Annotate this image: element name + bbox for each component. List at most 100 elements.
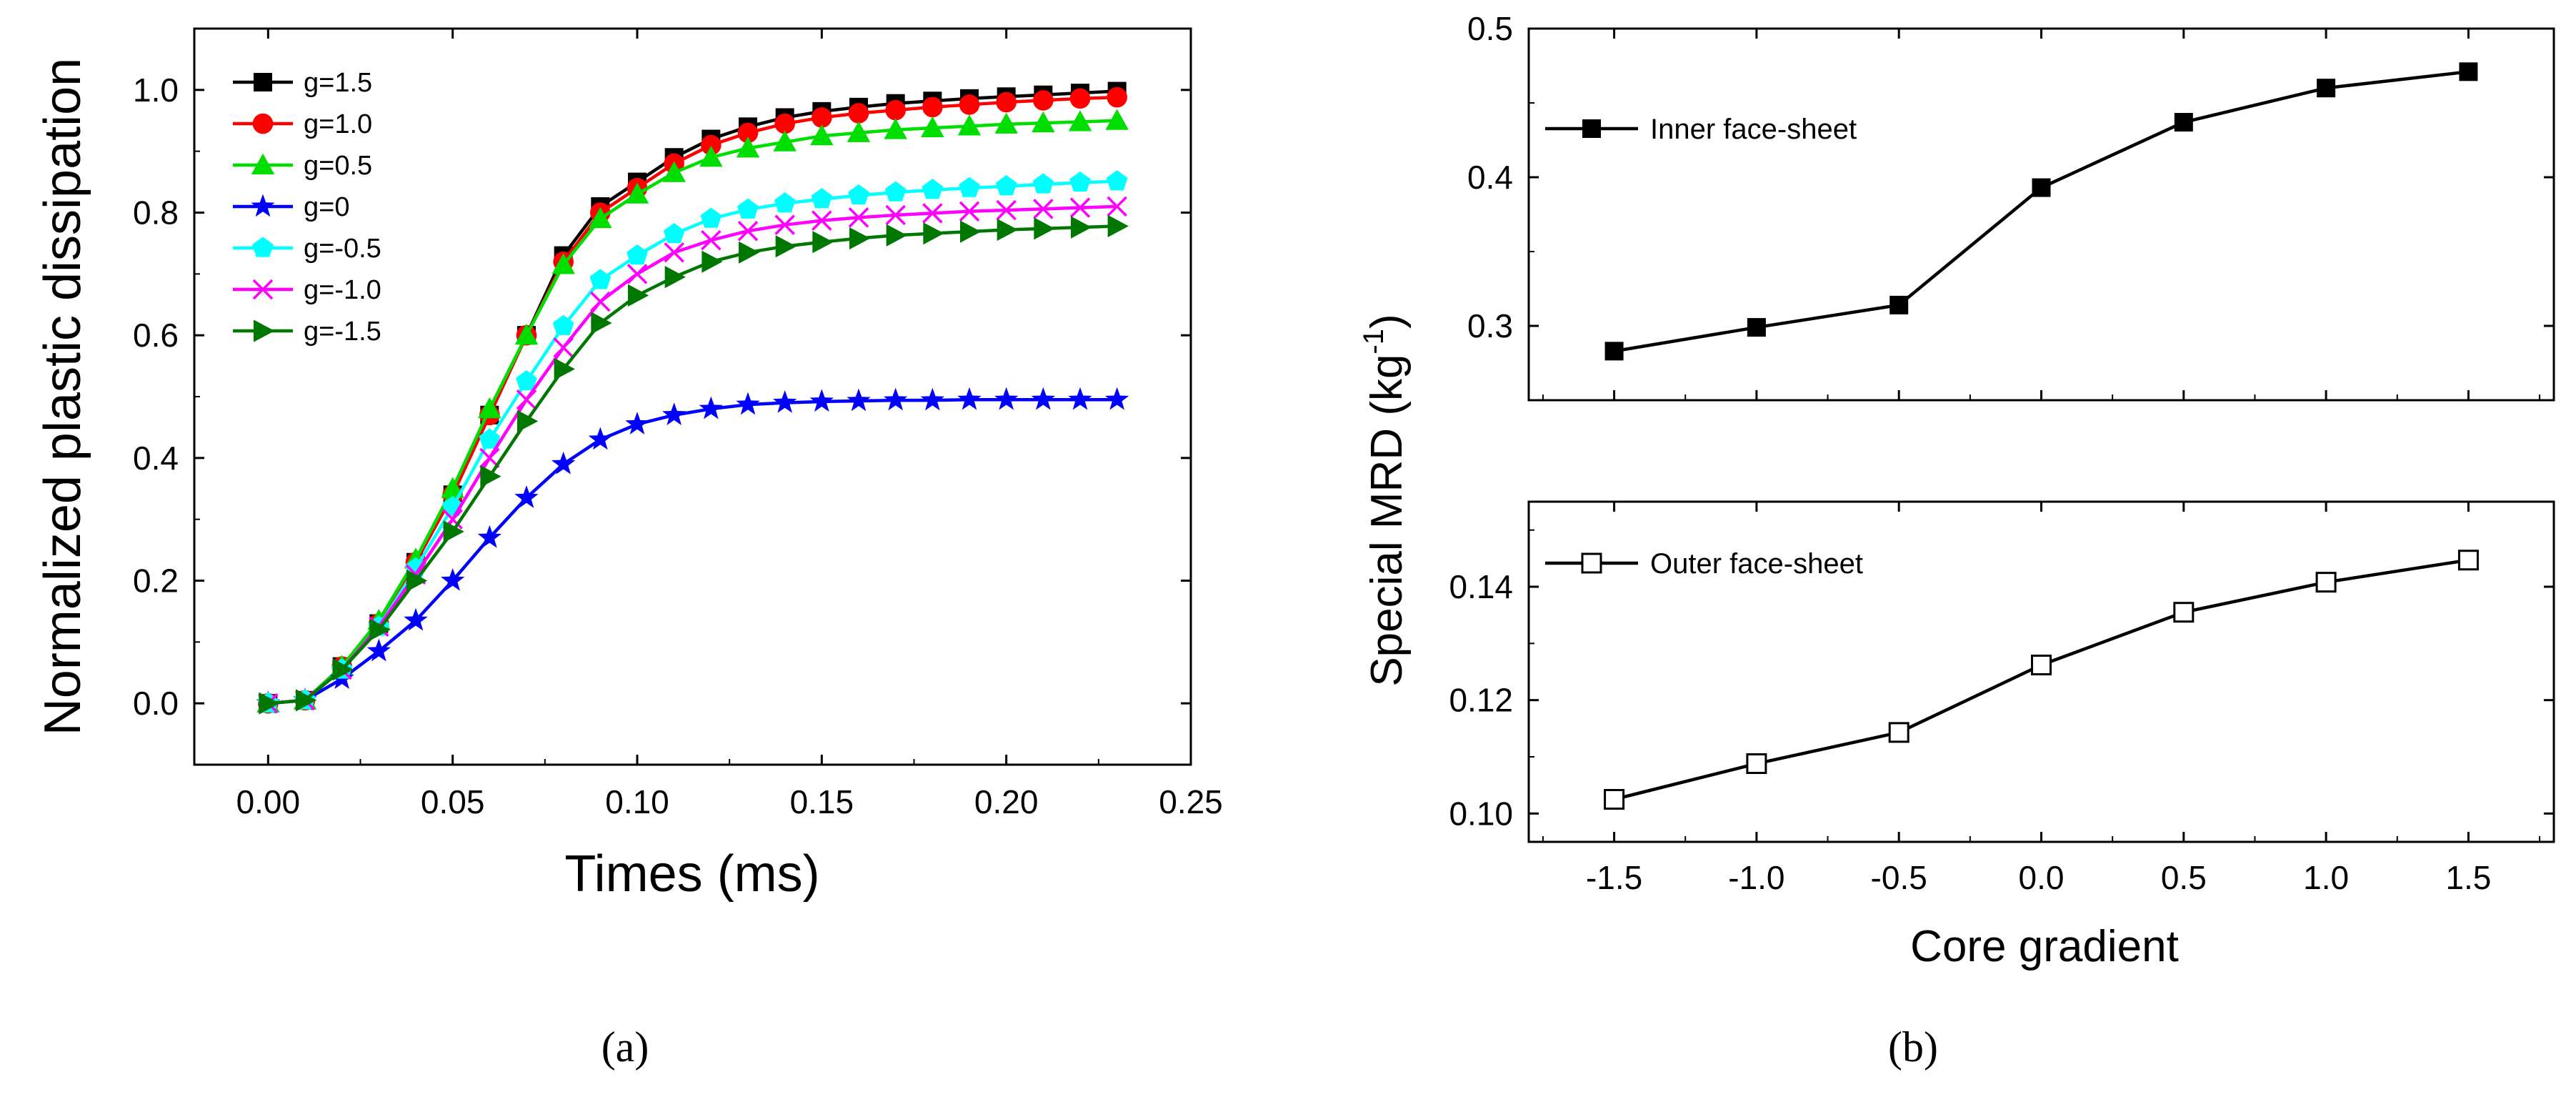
data-point-g-1-5 bbox=[517, 409, 539, 432]
data-point-g-0-5 bbox=[959, 177, 980, 197]
data-point-g-0 bbox=[994, 387, 1019, 410]
data-point-g-0 bbox=[920, 387, 945, 411]
legend-entry-g-1-0: g=-1.0 bbox=[233, 275, 381, 305]
data-point-g-1-0 bbox=[664, 242, 684, 263]
legend-marker bbox=[252, 113, 274, 134]
data-point-g-1-0 bbox=[1069, 197, 1091, 218]
data-point-g-1-5 bbox=[702, 250, 723, 273]
data-point-g-0-5 bbox=[1106, 170, 1128, 191]
data-point-g-1-0 bbox=[1107, 196, 1127, 217]
data-point-g-1-5 bbox=[1034, 217, 1055, 240]
panel-a-y-tick-label: 0.2 bbox=[133, 562, 179, 600]
legend-label: g=0.5 bbox=[304, 151, 372, 181]
data-point-g-1-5 bbox=[997, 218, 1018, 242]
legend-label: g=-0.5 bbox=[304, 234, 381, 264]
panel-a-y-axis-title: Normalized plastic dissipation bbox=[34, 58, 91, 735]
data-point-g-0-5 bbox=[811, 188, 833, 209]
data-point-g-0-5 bbox=[1105, 109, 1129, 130]
data-point-g-0-5 bbox=[1032, 173, 1054, 194]
panel-b-bottom-y-tick-label: 0.14 bbox=[1449, 568, 1513, 605]
data-point-g-1-5 bbox=[1071, 216, 1092, 239]
panel-b-top-plot-frame bbox=[1527, 27, 2555, 402]
data-point-g-1-5 bbox=[886, 224, 907, 247]
panel-a-y-tick-label: 1.0 bbox=[133, 71, 179, 109]
data-point-g-1-5 bbox=[259, 692, 280, 715]
panel-b-y-axis-title-superscript: -1 bbox=[1358, 329, 1389, 354]
panel-a-series-group bbox=[256, 81, 1129, 715]
data-point-g-0-5 bbox=[921, 116, 944, 138]
data-point-g-0 bbox=[440, 567, 465, 591]
data-point-g-1-0 bbox=[848, 103, 869, 124]
series-line-g-1-5 bbox=[268, 224, 1117, 705]
data-point-g-1-0 bbox=[774, 214, 795, 235]
data-point-outer-face-sheet bbox=[2315, 572, 2337, 593]
legend-label: g=0 bbox=[304, 192, 349, 222]
data-point-g-0 bbox=[588, 427, 613, 450]
data-point-inner-face-sheet bbox=[1747, 318, 1766, 337]
series-line-outer-face-sheet bbox=[1614, 558, 2469, 801]
data-point-outer-face-sheet bbox=[2031, 654, 2052, 675]
data-point-g-0-5 bbox=[516, 369, 537, 391]
panel-a-y-tick-label: 0.6 bbox=[133, 317, 179, 354]
data-point-g-0-5 bbox=[663, 222, 685, 244]
legend-entry-g-0: g=0 bbox=[233, 192, 349, 222]
data-point-g-1-5 bbox=[923, 222, 944, 245]
data-point-g-0 bbox=[736, 392, 760, 415]
data-point-g-1-0 bbox=[922, 203, 943, 224]
panel-b-y-axis-title-close: ) bbox=[1362, 314, 1412, 329]
panel-a-x-tick-label: 0.25 bbox=[1159, 783, 1223, 820]
series-line-g-0-5 bbox=[268, 179, 1117, 705]
panel-b-x-tick-label: 0.5 bbox=[2161, 859, 2207, 896]
panel-b-bottom-y-tick-label: 0.12 bbox=[1449, 682, 1513, 719]
panel-b-y-axis-title: Special MRD (kg-1) bbox=[1358, 314, 1412, 686]
data-point-g-1-0 bbox=[701, 229, 722, 251]
series-line-g-1-0 bbox=[268, 204, 1117, 705]
data-point-g-1-0 bbox=[996, 91, 1017, 113]
data-point-g-1-0 bbox=[996, 199, 1017, 221]
data-point-g-0 bbox=[662, 402, 687, 425]
data-point-g-0-5 bbox=[1032, 111, 1055, 133]
data-point-g-1-0 bbox=[774, 113, 795, 134]
legend-entry-g-1-5: g=-1.5 bbox=[233, 317, 381, 347]
data-point-g-0 bbox=[551, 451, 576, 475]
panel-b-chart: 0.3 0.4 0.5 0.10 0.12 0.14 -1.5 -1.0 -0.5 0.0 0.5 1… bbox=[1358, 10, 2555, 1071]
data-point-g-1-5 bbox=[332, 658, 354, 681]
legend-label: g=-1.5 bbox=[304, 317, 381, 347]
data-point-g-0-5 bbox=[810, 124, 834, 146]
data-point-g-0 bbox=[1104, 387, 1129, 410]
legend-label: g=-1.0 bbox=[304, 275, 381, 305]
data-point-outer-face-sheet bbox=[1604, 789, 1625, 810]
data-point-g-1-5 bbox=[849, 227, 871, 250]
data-point-g-1-5 bbox=[296, 689, 317, 712]
data-point-g-1-5 bbox=[406, 569, 428, 592]
data-point-g-1-5 bbox=[480, 465, 501, 488]
legend-marker bbox=[254, 73, 272, 91]
panel-a-x-tick-label: 0.10 bbox=[605, 783, 669, 820]
data-point-g-0-5 bbox=[994, 112, 1018, 134]
data-point-g-0-5 bbox=[479, 428, 501, 449]
panel-b-top-y-tick-label: 0.3 bbox=[1467, 307, 1513, 344]
data-point-g-1-5 bbox=[628, 284, 649, 307]
data-point-g-1-0 bbox=[590, 291, 611, 312]
data-point-g-0-5 bbox=[848, 184, 869, 205]
data-point-g-0-5 bbox=[626, 244, 648, 265]
data-point-g-0 bbox=[847, 388, 871, 412]
data-point-g-0-5 bbox=[737, 198, 759, 219]
data-point-g-0-5 bbox=[514, 323, 539, 345]
legend-entry-g-0-5: g=0.5 bbox=[233, 151, 372, 181]
data-point-g-0 bbox=[883, 387, 908, 411]
data-point-g-0 bbox=[404, 607, 428, 631]
data-point-g-0-5 bbox=[441, 477, 464, 498]
data-point-inner-face-sheet bbox=[2174, 113, 2193, 132]
data-point-g-0-5 bbox=[884, 118, 907, 139]
data-point-g-0 bbox=[625, 412, 649, 435]
series-g-0 bbox=[256, 387, 1129, 714]
data-point-g-1-0 bbox=[812, 210, 832, 231]
data-point-g-0 bbox=[1031, 387, 1056, 410]
panel-a-chart: 0.00 0.05 0.10 0.15 0.20 0.25 0.0 0.2 0.4 0.6 0.8 1… bbox=[34, 27, 1223, 1071]
data-point-g-1-0 bbox=[479, 447, 500, 469]
data-point-g-0-5 bbox=[884, 181, 907, 202]
data-point-inner-face-sheet bbox=[2459, 62, 2478, 81]
series-inner-face-sheet bbox=[1604, 62, 2478, 361]
